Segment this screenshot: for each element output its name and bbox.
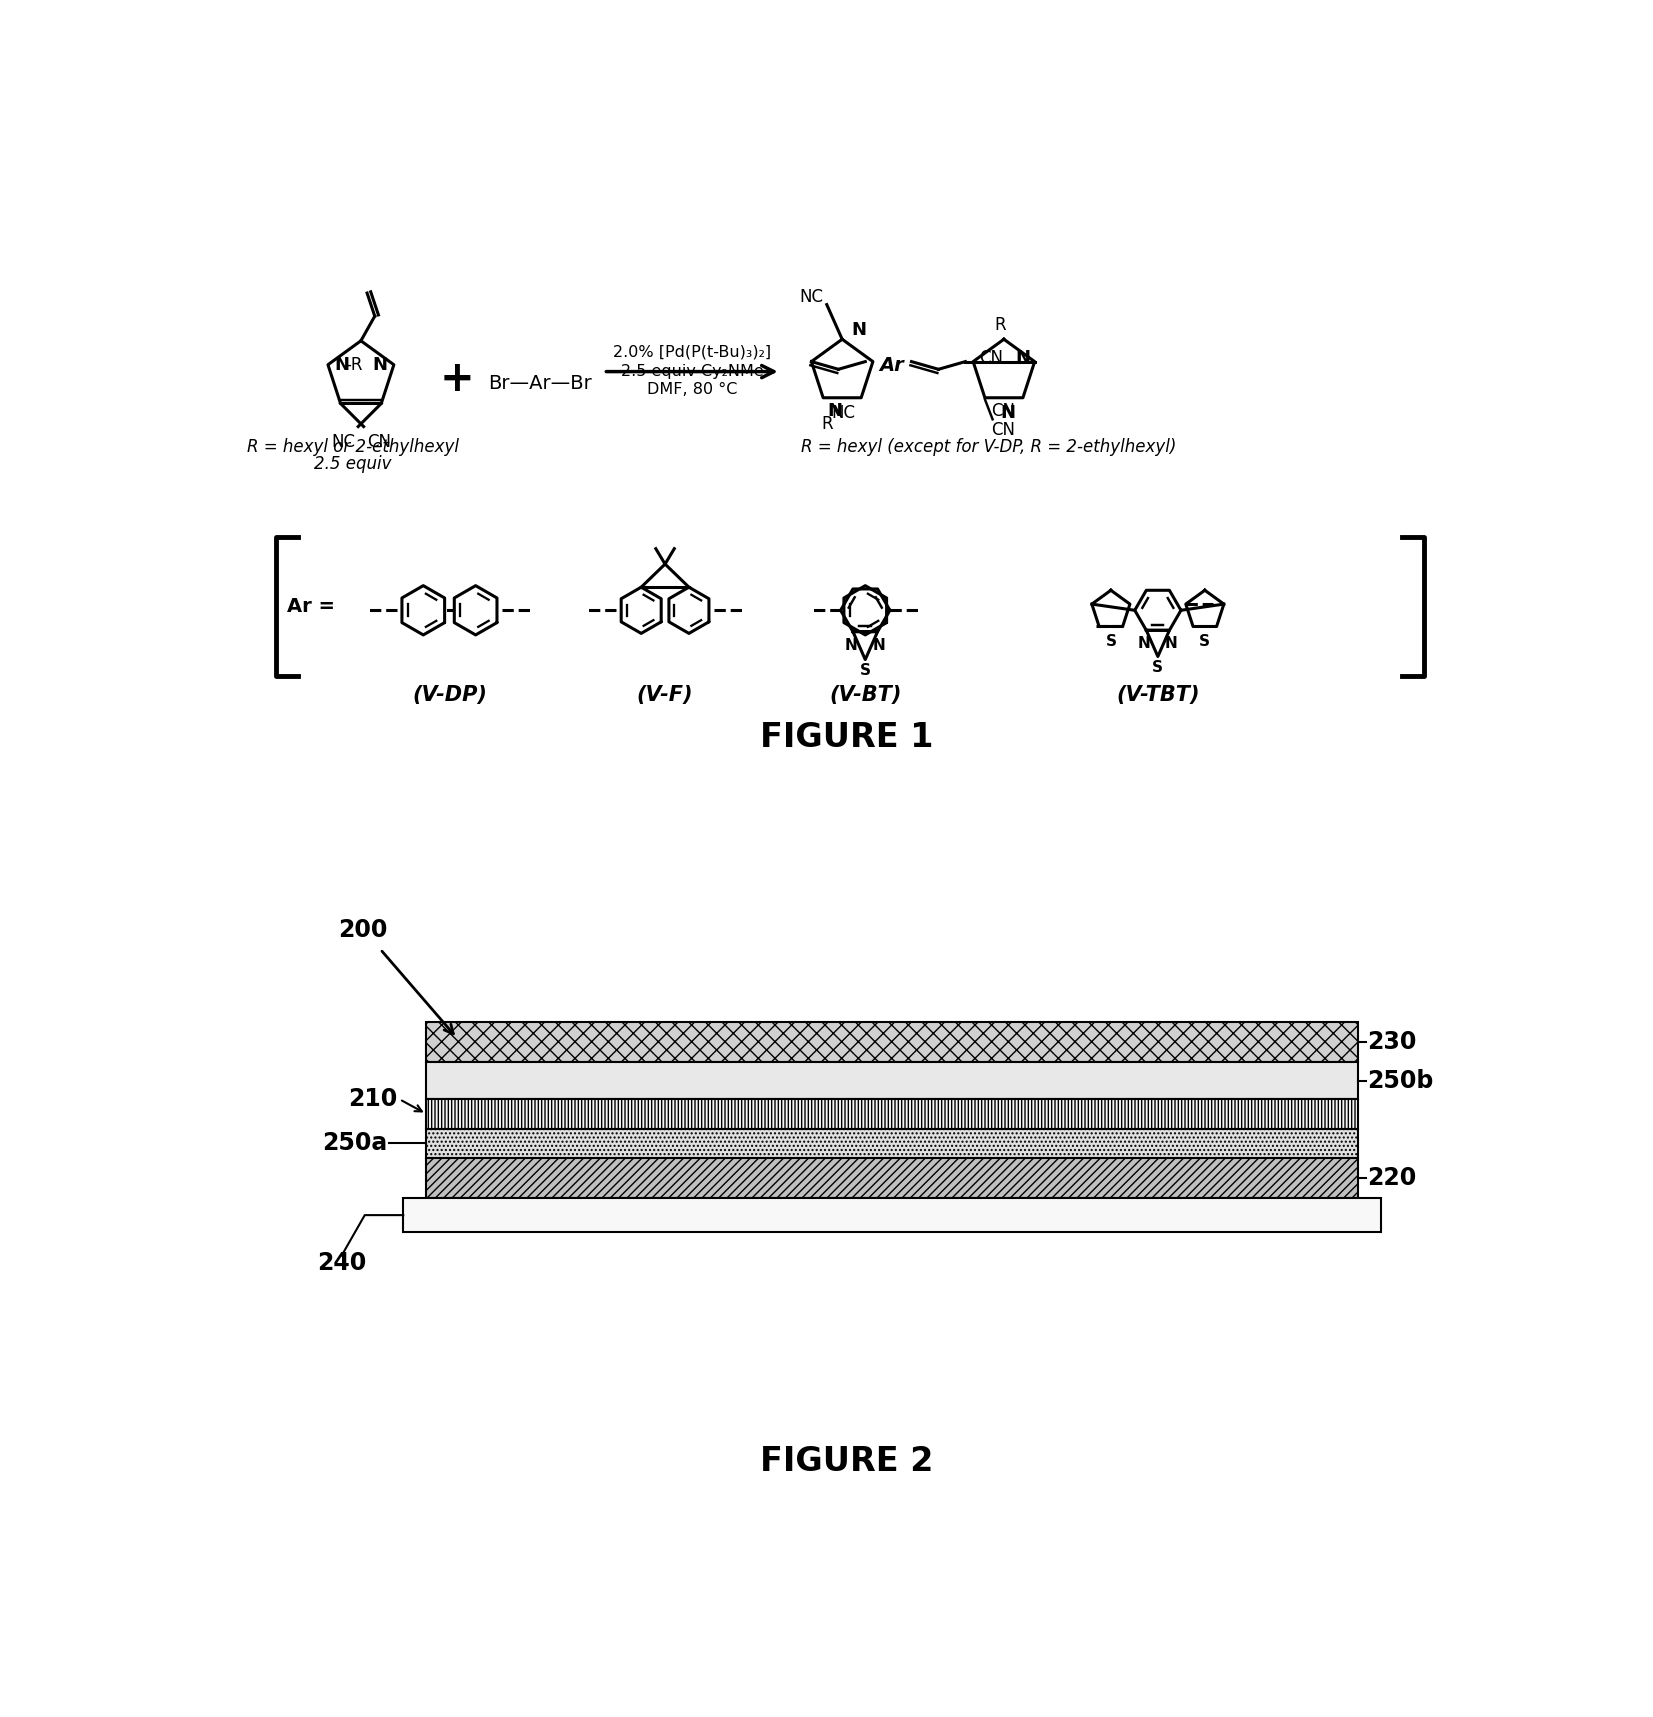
Text: R: R xyxy=(822,416,833,433)
Text: Br—Ar—Br: Br—Ar—Br xyxy=(488,374,592,393)
Text: CN: CN xyxy=(979,349,1003,367)
Text: (V-DP): (V-DP) xyxy=(412,685,488,706)
Bar xyxy=(426,1157,1359,1198)
Text: 210: 210 xyxy=(349,1087,398,1111)
Text: R = hexyl (except for V-DP, R = 2-ethylhexyl): R = hexyl (except for V-DP, R = 2-ethylh… xyxy=(800,438,1177,457)
Text: CN: CN xyxy=(367,433,390,452)
Text: N: N xyxy=(1165,635,1177,651)
Text: S: S xyxy=(1106,634,1116,649)
Text: DMF, 80 °C: DMF, 80 °C xyxy=(646,381,737,397)
Bar xyxy=(426,1022,1359,1063)
Text: 220: 220 xyxy=(1367,1166,1417,1190)
Text: +: + xyxy=(440,359,474,400)
Text: N: N xyxy=(372,355,388,374)
Bar xyxy=(426,1099,1359,1128)
Text: N: N xyxy=(873,639,886,652)
Text: (V-F): (V-F) xyxy=(636,685,693,706)
Text: R = hexyl or 2-ethylhexyl: R = hexyl or 2-ethylhexyl xyxy=(248,438,460,457)
Text: NC: NC xyxy=(831,403,855,422)
Text: 2.5 equiv Cy₂NMe: 2.5 equiv Cy₂NMe xyxy=(620,364,764,379)
Text: S: S xyxy=(1152,659,1164,675)
Text: S: S xyxy=(860,663,871,678)
Text: N: N xyxy=(851,321,866,338)
Text: FIGURE 2: FIGURE 2 xyxy=(760,1444,934,1478)
Text: 2.0% [Pd(P(t-Bu)₃)₂]: 2.0% [Pd(P(t-Bu)₃)₂] xyxy=(613,345,770,361)
Text: 2.5 equiv: 2.5 equiv xyxy=(314,455,392,474)
Text: 230: 230 xyxy=(1367,1030,1417,1054)
Text: Ar =: Ar = xyxy=(288,598,336,616)
Text: CN: CN xyxy=(992,402,1015,419)
Text: 200: 200 xyxy=(337,919,387,943)
Text: (V-BT): (V-BT) xyxy=(830,685,901,706)
Text: N: N xyxy=(1000,403,1015,422)
Text: -R: -R xyxy=(345,355,362,374)
Bar xyxy=(426,1128,1359,1157)
Text: S: S xyxy=(1200,634,1210,649)
Text: FIGURE 1: FIGURE 1 xyxy=(760,721,934,754)
Text: N: N xyxy=(334,355,349,374)
Text: NC: NC xyxy=(798,288,823,306)
Text: N: N xyxy=(826,402,841,419)
Text: R: R xyxy=(993,316,1007,335)
Text: NC: NC xyxy=(331,433,355,452)
Bar xyxy=(426,1063,1359,1099)
Text: 250a: 250a xyxy=(322,1132,388,1156)
Text: N: N xyxy=(1137,635,1150,651)
Text: (V-TBT): (V-TBT) xyxy=(1116,685,1200,706)
Text: Ar: Ar xyxy=(879,355,904,374)
Bar xyxy=(403,1198,1382,1233)
Text: 240: 240 xyxy=(317,1252,367,1276)
Text: N: N xyxy=(1017,349,1031,367)
Text: N: N xyxy=(845,639,858,652)
Text: 250b: 250b xyxy=(1367,1068,1433,1092)
Text: CN: CN xyxy=(992,421,1015,440)
